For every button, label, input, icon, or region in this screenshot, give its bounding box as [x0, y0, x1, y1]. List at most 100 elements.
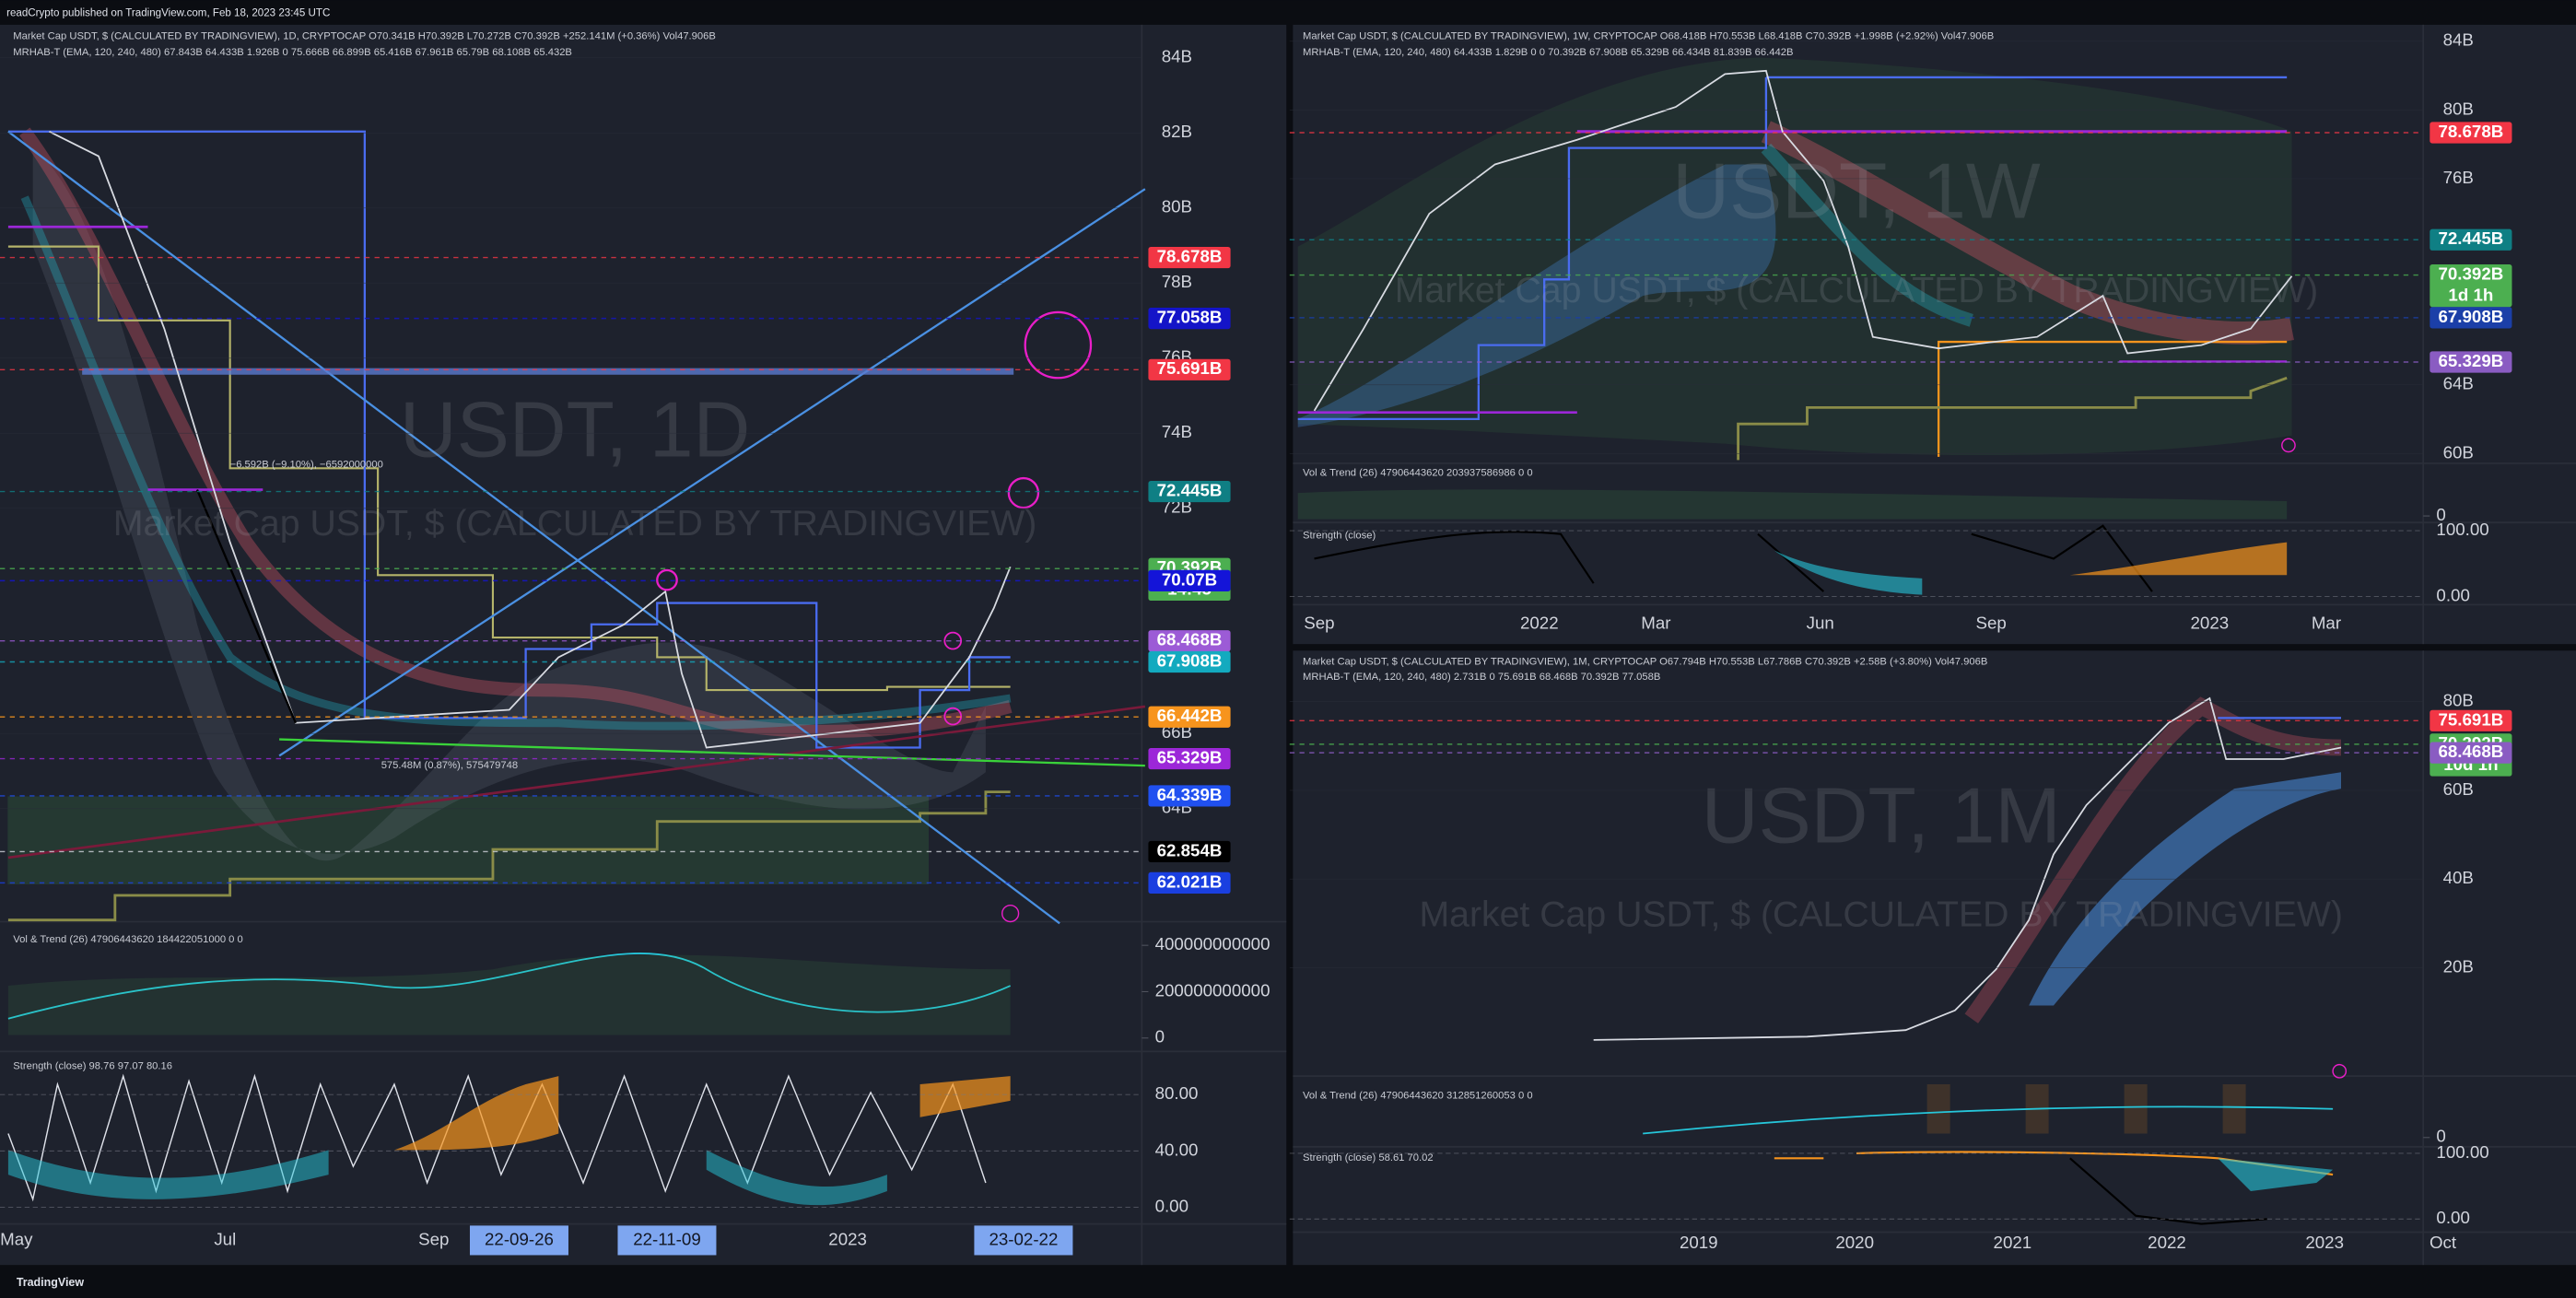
volume-tick-label: 200000000000 [1155, 980, 1270, 1000]
watermark-subtitle: Market Cap USDT, $ (CALCULATED BY TRADIN… [113, 503, 1036, 544]
price-tag [1148, 706, 1231, 728]
time-tick-label: May [0, 1229, 33, 1248]
time-highlight [974, 1225, 1073, 1256]
price-tag [2430, 228, 2512, 251]
volume-tick-label: 0 [2436, 1127, 2445, 1146]
price-tag-label: 66.442B [1157, 706, 1223, 725]
pane-separators [0, 24, 2576, 1266]
time-tick-label: 22-09-26 [485, 1229, 554, 1248]
time-tick-label: Mar [1641, 614, 1670, 633]
price-tag-label: 65.329B [1157, 748, 1223, 767]
price-tick-label: 20B [2443, 957, 2474, 976]
time-tick-label: Sep [1304, 614, 1334, 633]
price-tick-label: 80B [2443, 99, 2474, 118]
panel-1w [1293, 24, 2576, 645]
time-tick-label: 23-02-22 [989, 1229, 1058, 1248]
price-tick-label: 60B [2443, 442, 2474, 462]
volume-legend: Vol & Trend (26) 47906443620 20393758698… [1303, 468, 1533, 479]
price-tag-label: 68.468B [2438, 742, 2503, 761]
time-tick-label: Sep [1976, 614, 2007, 633]
drawing-1m [1593, 696, 2348, 1225]
footer: TradingView [17, 1276, 85, 1289]
price-tag-label: 72.445B [1157, 481, 1223, 500]
time-tick-label: 2022 [1520, 614, 1559, 633]
measure-annotation: 575.48M (0.87%), 575479748 [381, 760, 518, 771]
strength-tick-label: 40.00 [1155, 1140, 1199, 1159]
strength-tick-label: 0.00 [2436, 585, 2469, 604]
price-tag-label: 75.691B [1157, 358, 1223, 378]
strength-tick-label: 0.00 [1155, 1196, 1188, 1215]
time-tick-label: Oct [2430, 1233, 2457, 1252]
price-tag-label: 64.339B [1157, 785, 1223, 804]
price-tag-label: 72.445B [2438, 228, 2503, 248]
price-tick-label: 84B [1162, 47, 1192, 66]
volume-tick-label: 0 [2436, 505, 2445, 524]
strength-tick-label: 80.00 [1155, 1083, 1199, 1103]
strength-tick-label: 0.00 [2436, 1208, 2469, 1227]
price-tick-label: 82B [1162, 122, 1192, 141]
price-tick-label: 78B [1162, 272, 1192, 291]
time-tick-label: 2020 [1835, 1233, 1874, 1252]
price-tag [2430, 709, 2512, 731]
price-tag [1148, 650, 1231, 673]
price-tag [2430, 307, 2512, 329]
strength-legend: Strength (close) [1303, 530, 1376, 541]
drawing-1d [7, 127, 1146, 1206]
time-tick-label: 22-11-09 [633, 1229, 701, 1248]
volume-tick-label: 400000000000 [1155, 934, 1270, 953]
price-tick-label: 64B [2443, 374, 2474, 393]
watermark-subtitle: Market Cap USDT, $ (CALCULATED BY TRADIN… [1419, 895, 2342, 935]
price-tag [1148, 358, 1231, 380]
price-tag [1148, 630, 1231, 652]
price-tag-label: 62.021B [1157, 871, 1223, 891]
price-tag-label: 70.392B [2438, 263, 2503, 283]
header: readCrypto published on TradingView.com,… [6, 7, 330, 18]
volume-legend: Vol & Trend (26) 47906443620 31285126005… [1303, 1090, 1533, 1101]
time-highlight [469, 1225, 568, 1256]
price-tick-label: 60B [2443, 779, 2474, 799]
watermark: USDT, 1M [1702, 772, 2061, 859]
time-tick-label: 2019 [1680, 1233, 1718, 1252]
price-tag-label: 62.854B [1157, 840, 1223, 859]
time-tick-label: Mar [2312, 614, 2341, 633]
price-tag-label: 77.058B [1157, 308, 1223, 327]
price-tag-countdown: 1d 1h [2448, 286, 2493, 305]
strength-tick-label: 100.00 [2436, 520, 2488, 539]
price-tag-label: 67.908B [1157, 650, 1223, 670]
price-tag [1148, 308, 1231, 330]
legend-line: Market Cap USDT, $ (CALCULATED BY TRADIN… [1303, 657, 1987, 668]
time-tick-label: Jun [1807, 614, 1834, 633]
drawing-1w [1297, 57, 2296, 595]
price-tag [1148, 481, 1231, 503]
legend-line: Market Cap USDT, $ (CALCULATED BY TRADIN… [13, 30, 716, 41]
strength-tick-label: 100.00 [2436, 1142, 2488, 1162]
price-tag-label: 78.678B [2438, 122, 2503, 141]
price-tag-label: 78.678B [1157, 247, 1223, 266]
price-tag-label: 68.468B [1157, 630, 1223, 649]
time-highlight [617, 1225, 717, 1256]
time-tick-label: 2023 [2191, 614, 2230, 633]
panel-1d [0, 24, 1287, 1266]
price-tick-label: 40B [2443, 868, 2474, 887]
time-tick-label: 2023 [828, 1229, 867, 1248]
strength-legend: Strength (close) 98.76 97.07 80.16 [13, 1060, 172, 1071]
price-tag [1148, 747, 1231, 770]
price-tag-label: 75.691B [2438, 709, 2503, 729]
price-tick-label: 80B [2443, 691, 2474, 710]
price-tag [2430, 742, 2512, 764]
price-tag [1148, 246, 1231, 269]
price-tick-label: 76B [2443, 168, 2474, 187]
watermark: USDT, 1D [400, 386, 750, 474]
price-tag-label: 70.07B [1162, 569, 1217, 589]
price-tick-label: 84B [2443, 30, 2474, 50]
volume-tick-label: 0 [1155, 1027, 1165, 1047]
price-tag [2430, 351, 2512, 373]
price-tick-label: 74B [1162, 422, 1192, 441]
legend-line: Market Cap USDT, $ (CALCULATED BY TRADIN… [1303, 30, 1994, 41]
time-tick-label: 2023 [2305, 1233, 2344, 1252]
price-tick-label: 80B [1162, 197, 1192, 216]
measure-annotation: −6.592B (−9.10%), −6592000000 [230, 460, 383, 471]
time-tick-label: 2021 [1994, 1233, 2032, 1252]
price-tag [1148, 569, 1231, 591]
strength-legend: Strength (close) 58.61 70.02 [1303, 1152, 1434, 1164]
